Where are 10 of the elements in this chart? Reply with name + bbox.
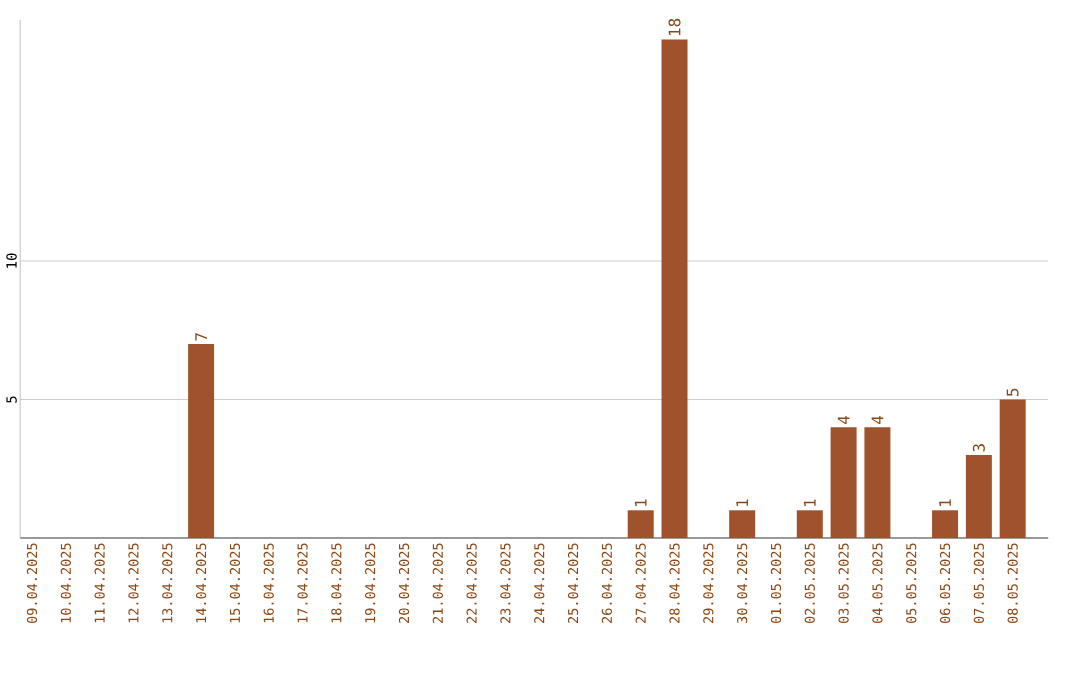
bar (188, 344, 215, 538)
bar (932, 510, 959, 538)
bar (627, 510, 654, 538)
bar (999, 399, 1026, 538)
bar (864, 427, 891, 538)
bar (965, 454, 992, 538)
bar (729, 510, 756, 538)
bar (830, 427, 857, 538)
bar (796, 510, 823, 538)
bar (661, 39, 688, 538)
